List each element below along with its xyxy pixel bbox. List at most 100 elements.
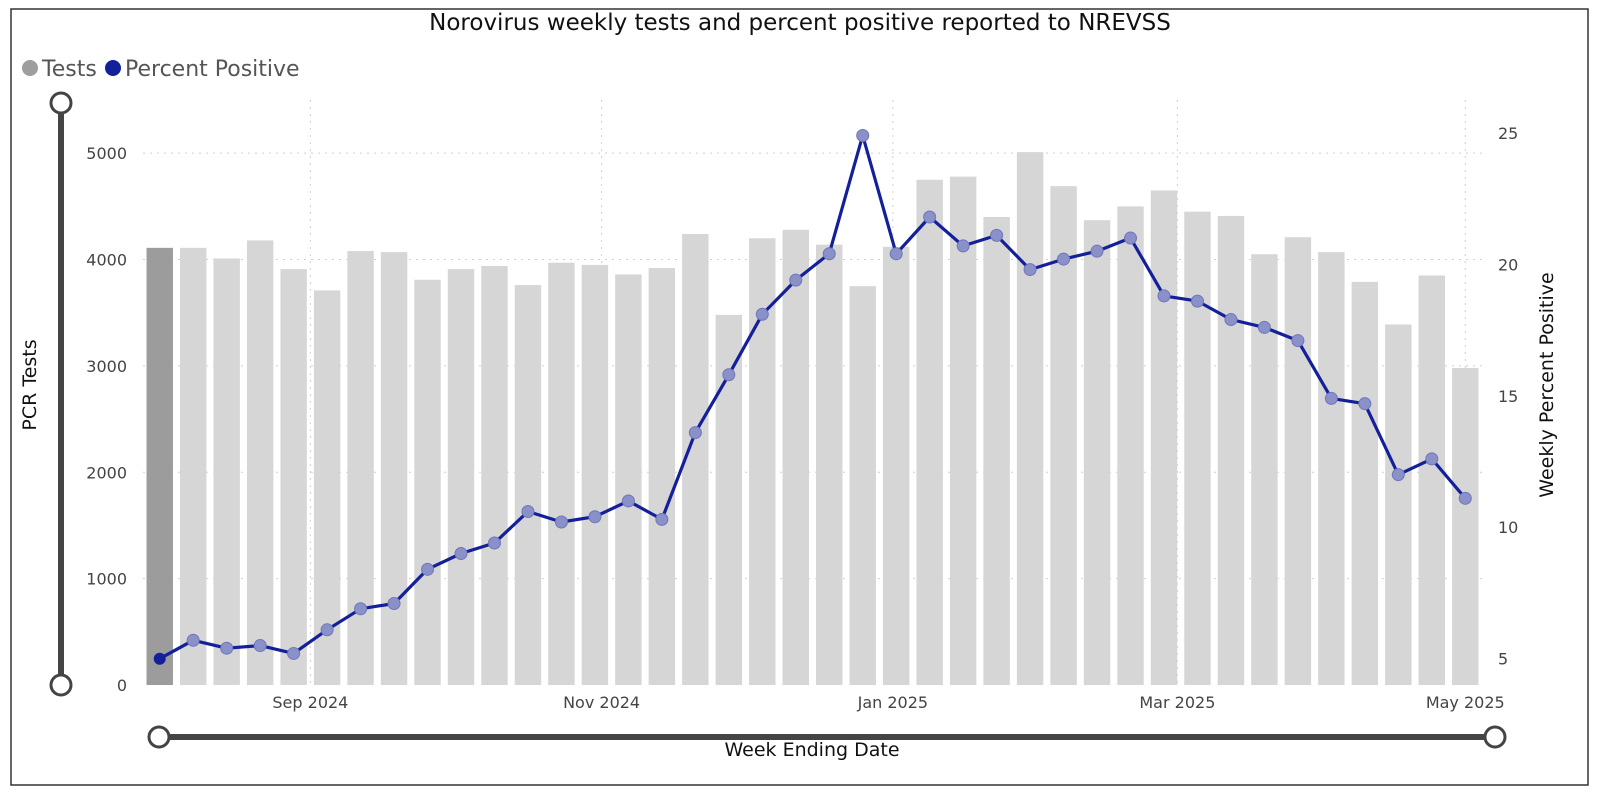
- y-tick-label: 2000: [86, 463, 127, 482]
- point-percent-27[interactable]: [1057, 252, 1071, 266]
- point-percent-18[interactable]: [755, 307, 769, 321]
- vertical-slider-bottom-handle[interactable]: [49, 673, 73, 697]
- x-tick-label: Jan 2025: [857, 693, 928, 712]
- point-percent-35[interactable]: [1324, 391, 1338, 405]
- point-percent-29[interactable]: [1124, 231, 1138, 245]
- point-percent-37[interactable]: [1391, 468, 1405, 482]
- point-percent-22[interactable]: [889, 247, 903, 261]
- y-tick-label: 5000: [86, 144, 127, 163]
- legend: Tests Percent Positive: [22, 57, 300, 82]
- point-percent-2[interactable]: [220, 641, 234, 655]
- bar-tests-34[interactable]: [1284, 237, 1312, 685]
- bar-tests-6[interactable]: [347, 251, 374, 685]
- bar-tests-0[interactable]: [146, 247, 173, 685]
- point-percent-33[interactable]: [1257, 320, 1271, 334]
- bar-tests-30[interactable]: [1150, 190, 1178, 685]
- bar-tests-19[interactable]: [782, 229, 809, 685]
- point-percent-19[interactable]: [789, 273, 803, 287]
- bar-tests-9[interactable]: [447, 269, 475, 685]
- point-percent-11[interactable]: [521, 504, 535, 518]
- point-percent-39[interactable]: [1458, 491, 1472, 505]
- horizontal-range-slider[interactable]: [147, 725, 1507, 749]
- vertical-slider-top-handle[interactable]: [49, 91, 73, 115]
- bar-tests-22[interactable]: [882, 246, 910, 686]
- point-percent-31[interactable]: [1190, 294, 1204, 308]
- bar-tests-28[interactable]: [1083, 220, 1111, 685]
- point-percent-8[interactable]: [421, 562, 435, 576]
- point-percent-0[interactable]: [153, 652, 166, 665]
- point-percent-26[interactable]: [1023, 263, 1037, 277]
- point-percent-25[interactable]: [990, 228, 1004, 242]
- point-percent-12[interactable]: [554, 515, 568, 529]
- point-percent-23[interactable]: [923, 210, 937, 224]
- point-percent-13[interactable]: [588, 510, 602, 524]
- bar-tests-1[interactable]: [179, 247, 207, 685]
- y-tick-label: 3000: [86, 357, 127, 376]
- bar-tests-14[interactable]: [615, 274, 642, 685]
- point-percent-24[interactable]: [956, 239, 970, 253]
- legend-percent-marker: [105, 60, 121, 76]
- bar-tests-33[interactable]: [1251, 254, 1278, 685]
- horizontal-slider-left-handle[interactable]: [147, 725, 171, 749]
- bar-tests-21[interactable]: [849, 286, 876, 685]
- point-percent-36[interactable]: [1358, 397, 1372, 411]
- bar-tests-35[interactable]: [1318, 252, 1345, 685]
- bars-tests: [146, 152, 1479, 686]
- bar-tests-15[interactable]: [648, 268, 676, 685]
- point-percent-20[interactable]: [822, 247, 836, 261]
- bar-tests-7[interactable]: [380, 252, 408, 685]
- x-tick-label: Nov 2024: [563, 693, 640, 712]
- bar-tests-26[interactable]: [1016, 152, 1044, 686]
- bar-tests-37[interactable]: [1385, 324, 1412, 685]
- legend-percent-label: Percent Positive: [125, 57, 300, 82]
- bar-tests-20[interactable]: [816, 244, 843, 685]
- point-percent-1[interactable]: [186, 633, 200, 647]
- bar-tests-31[interactable]: [1184, 211, 1211, 685]
- bar-tests-4[interactable]: [280, 269, 307, 685]
- point-percent-17[interactable]: [722, 368, 736, 382]
- bar-tests-3[interactable]: [246, 240, 274, 685]
- y2-tick-label: 25: [1498, 124, 1518, 143]
- point-percent-10[interactable]: [487, 536, 501, 550]
- y2-tick-label: 10: [1498, 518, 1518, 537]
- bar-tests-2[interactable]: [213, 258, 240, 685]
- y2-tick-label: 5: [1498, 650, 1508, 669]
- horizontal-slider-right-handle[interactable]: [1483, 725, 1507, 749]
- bar-tests-29[interactable]: [1117, 206, 1144, 685]
- point-percent-7[interactable]: [387, 596, 401, 610]
- bar-tests-39[interactable]: [1452, 368, 1479, 685]
- bar-tests-11[interactable]: [514, 285, 542, 685]
- bar-tests-12[interactable]: [548, 262, 575, 685]
- bar-tests-24[interactable]: [949, 176, 977, 685]
- point-percent-30[interactable]: [1157, 289, 1171, 303]
- point-percent-21[interactable]: [856, 128, 870, 142]
- bar-tests-36[interactable]: [1351, 281, 1379, 685]
- point-percent-34[interactable]: [1291, 334, 1305, 348]
- bar-tests-10[interactable]: [481, 265, 508, 685]
- point-percent-38[interactable]: [1425, 452, 1439, 466]
- point-percent-15[interactable]: [655, 512, 669, 526]
- point-percent-16[interactable]: [688, 426, 702, 440]
- legend-tests-label: Tests: [41, 57, 97, 82]
- bar-tests-27[interactable]: [1050, 186, 1077, 685]
- point-percent-14[interactable]: [621, 494, 635, 508]
- vertical-range-slider[interactable]: [49, 91, 73, 697]
- bar-tests-38[interactable]: [1418, 275, 1446, 686]
- legend-tests-marker: [22, 60, 38, 76]
- point-percent-9[interactable]: [454, 547, 468, 561]
- point-percent-6[interactable]: [354, 602, 368, 616]
- bar-tests-23[interactable]: [916, 179, 943, 686]
- point-percent-5[interactable]: [320, 623, 334, 637]
- point-percent-4[interactable]: [287, 646, 301, 660]
- point-percent-32[interactable]: [1224, 313, 1238, 327]
- bar-tests-25[interactable]: [983, 217, 1010, 685]
- bar-tests-5[interactable]: [313, 290, 341, 685]
- bar-tests-13[interactable]: [581, 264, 609, 685]
- point-percent-3[interactable]: [253, 639, 267, 653]
- point-percent-28[interactable]: [1090, 244, 1104, 258]
- bar-tests-8[interactable]: [414, 279, 441, 685]
- y-axis-left: 0 1000 2000 3000 4000 5000: [86, 144, 127, 695]
- y2-axis-title: Weekly Percent Positive: [1536, 272, 1558, 497]
- bar-tests-32[interactable]: [1217, 215, 1245, 685]
